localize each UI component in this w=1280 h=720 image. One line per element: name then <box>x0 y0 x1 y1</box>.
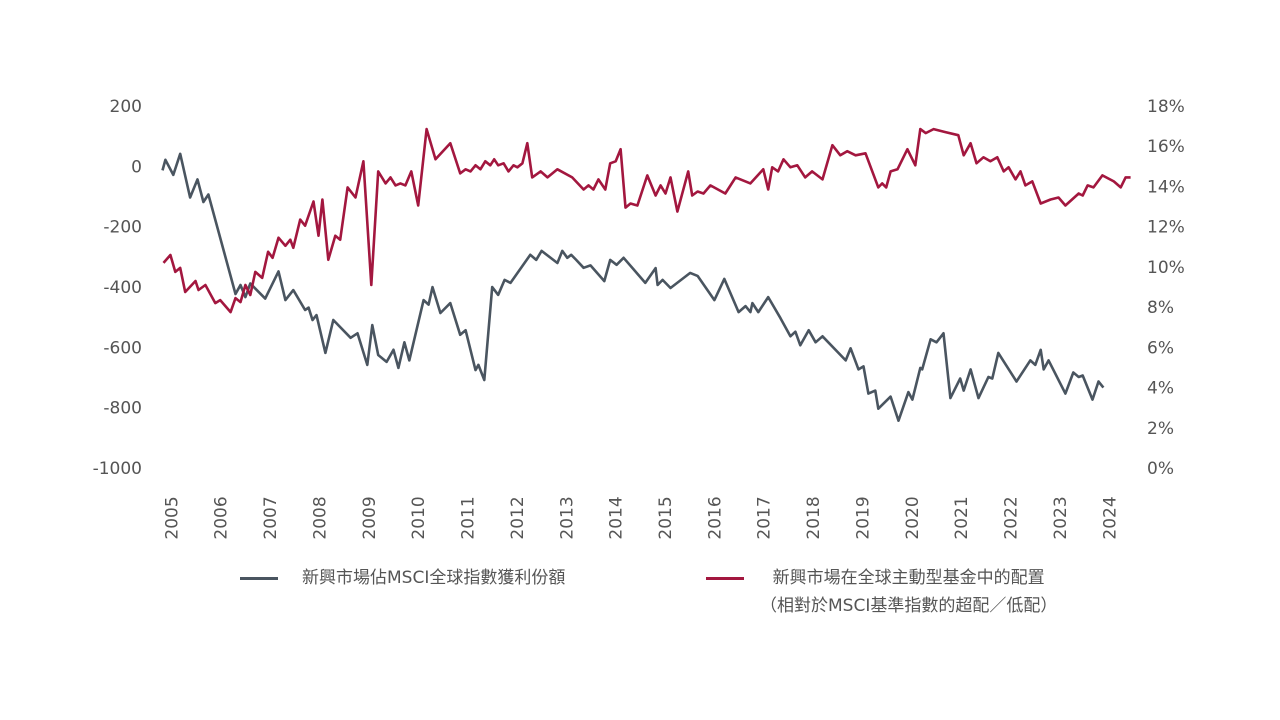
x-tick-label: 2021 <box>952 496 972 539</box>
x-tick-label: 2014 <box>607 496 627 539</box>
y-tick-label: 0 <box>131 157 142 177</box>
x-tick-label: 2008 <box>310 496 330 539</box>
x-tick-label: 2015 <box>656 496 676 539</box>
y-tick-label: -200 <box>103 218 142 238</box>
legend-label: 新興市場在全球主動型基金中的配置 （相對於MSCI基準指數的超配／低配） <box>760 568 1058 616</box>
x-tick-label: 2010 <box>409 496 429 539</box>
y-tick-label: 200 <box>110 97 142 117</box>
x-tick-label: 2020 <box>903 496 923 539</box>
y2-tick-label: 0% <box>1147 459 1174 479</box>
y2-tick-label: 16% <box>1147 137 1185 157</box>
x-tick-label: 2017 <box>755 496 775 539</box>
series-line <box>161 152 1105 422</box>
y2-tick-label: 2% <box>1147 419 1174 439</box>
legend-label: 新興市場佔MSCI全球指數獲利份額 <box>302 568 566 588</box>
y2-tick-label: 18% <box>1147 97 1185 117</box>
x-tick-label: 2019 <box>853 496 873 539</box>
y2-tick-label: 6% <box>1147 338 1174 358</box>
x-tick-label: 2006 <box>212 496 232 539</box>
y-tick-label: -600 <box>103 338 142 358</box>
x-tick-label: 2007 <box>261 496 281 539</box>
y2-tick-label: 14% <box>1147 177 1185 197</box>
x-tick-label: 2009 <box>360 496 380 539</box>
x-tick-label: 2016 <box>705 496 725 539</box>
x-tick-label: 2011 <box>459 496 479 539</box>
legend-swatch <box>706 577 744 580</box>
y2-tick-label: 8% <box>1147 298 1174 318</box>
y-tick-label: -800 <box>103 399 142 419</box>
x-tick-label: 2018 <box>804 496 824 539</box>
y-tick-label: -1000 <box>93 459 142 479</box>
y-tick-label: -400 <box>103 278 142 298</box>
x-tick-label: 2024 <box>1100 496 1120 539</box>
y2-tick-label: 12% <box>1147 218 1185 238</box>
x-tick-label: 2012 <box>508 496 528 539</box>
x-tick-label: 2005 <box>162 496 182 539</box>
legend-swatch <box>240 577 278 580</box>
y2-tick-label: 10% <box>1147 258 1185 278</box>
x-tick-label: 2023 <box>1051 496 1071 539</box>
y2-tick-label: 4% <box>1147 379 1174 399</box>
x-tick-label: 2022 <box>1002 496 1022 539</box>
series-line <box>162 127 1131 314</box>
x-tick-label: 2013 <box>557 496 577 539</box>
